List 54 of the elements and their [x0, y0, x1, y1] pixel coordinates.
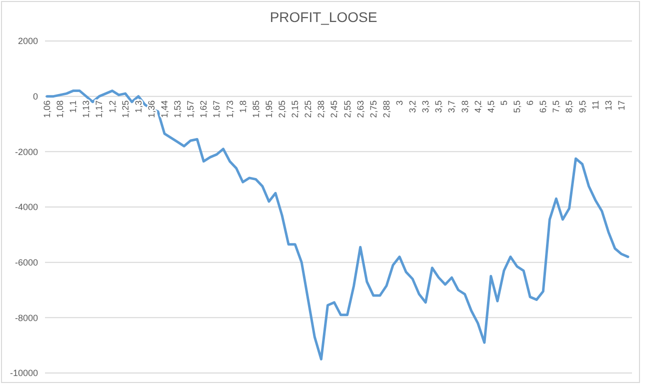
- x-tick-label: 1,62: [198, 100, 209, 118]
- x-tick-label: 8,5: [564, 100, 574, 113]
- x-tick-label: 2,38: [316, 100, 326, 118]
- x-tick-label: 2,45: [329, 100, 340, 118]
- x-tick-label: 3,7: [446, 100, 457, 113]
- x-tick-label: 17: [616, 100, 626, 110]
- x-tick-label: 1,36: [146, 100, 156, 118]
- x-tick-label: 5: [498, 100, 509, 106]
- y-tick-label: -2000: [14, 146, 38, 157]
- x-tick-label: 6,5: [538, 100, 548, 113]
- x-tick-label: 1,3: [133, 100, 144, 113]
- x-tick-label: 1,1: [68, 100, 78, 113]
- x-tick-label: 1,06: [42, 100, 52, 118]
- x-tick-label: 1,25: [120, 100, 130, 118]
- x-tick-label: 4,2: [472, 100, 483, 113]
- x-tick-label: 1,73: [224, 100, 235, 118]
- line-series: [46, 90, 630, 360]
- x-tick-label: 2,75: [368, 100, 378, 118]
- x-tick-label: 1,17: [94, 100, 104, 118]
- x-tick-label: 3,8: [460, 100, 470, 113]
- x-tick-label: 3,3: [420, 100, 431, 113]
- x-tick-label: 1,13: [81, 100, 92, 118]
- x-tick-label: 1,67: [212, 100, 222, 118]
- x-tick-label: 1,53: [172, 100, 183, 118]
- x-tick-label: 1,44: [160, 100, 170, 118]
- chart-title: PROFIT_LOOSE: [270, 9, 378, 25]
- x-tick-label: 7,5: [551, 100, 562, 113]
- x-tick-label: 3,2: [408, 100, 418, 113]
- x-tick-label: 5,5: [512, 100, 522, 113]
- x-tick-label: 2,15: [290, 100, 300, 118]
- x-tick-label: 2,55: [342, 100, 352, 118]
- x-tick-label: 2,25: [303, 100, 314, 118]
- x-tick-label: 9,5: [577, 100, 588, 113]
- x-tick-label: 2,63: [355, 100, 366, 118]
- x-tick-label: 4,5: [486, 100, 496, 113]
- y-tick-label: -8000: [14, 312, 38, 323]
- x-tick-label: 2,05: [277, 100, 288, 118]
- y-tick-label: -6000: [14, 257, 38, 268]
- x-tick-label: 3: [394, 100, 405, 106]
- x-tick-label: 1,8: [238, 100, 248, 113]
- y-tick-label: 0: [32, 91, 38, 102]
- x-tick-label: 6: [525, 100, 536, 106]
- x-tick-label: 11: [590, 100, 600, 110]
- y-tick-label: -4000: [14, 202, 38, 212]
- y-tick-label: -10000: [10, 368, 38, 378]
- x-tick-label: 1,2: [107, 100, 118, 113]
- x-tick-label: 13: [603, 100, 614, 110]
- x-tick-label: 3,5: [434, 100, 444, 113]
- x-tick-label: 1,85: [250, 100, 261, 118]
- x-tick-label: 1,95: [264, 100, 274, 118]
- x-tick-label: 2,88: [381, 100, 392, 118]
- x-tick-label: 1,08: [55, 100, 66, 118]
- y-tick-label: 2000: [18, 36, 38, 46]
- x-tick-label: 1,57: [186, 100, 196, 118]
